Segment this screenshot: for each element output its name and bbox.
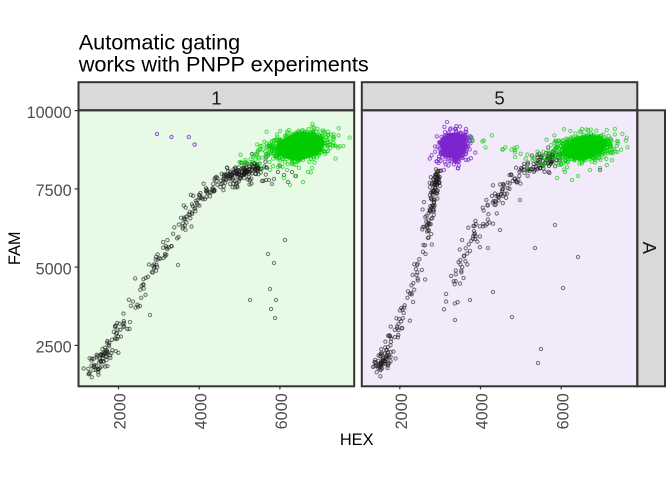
- svg-text:10000: 10000: [27, 104, 72, 122]
- svg-text:4000: 4000: [474, 393, 492, 429]
- svg-text:works with PNPP experiments: works with PNPP experiments: [78, 52, 369, 77]
- svg-text:6000: 6000: [554, 393, 572, 429]
- svg-text:HEX: HEX: [340, 431, 374, 449]
- svg-text:2000: 2000: [393, 393, 411, 429]
- svg-text:5000: 5000: [36, 260, 72, 278]
- svg-text:4000: 4000: [192, 393, 210, 429]
- svg-text:Automatic gating: Automatic gating: [79, 29, 241, 54]
- svg-text:6000: 6000: [273, 393, 291, 429]
- svg-text:2500: 2500: [36, 339, 72, 357]
- svg-text:1: 1: [211, 88, 221, 109]
- svg-text:A: A: [639, 242, 660, 255]
- svg-text:2000: 2000: [112, 393, 130, 429]
- svg-text:FAM: FAM: [6, 231, 24, 265]
- svg-text:7500: 7500: [36, 182, 72, 200]
- svg-text:5: 5: [494, 88, 504, 109]
